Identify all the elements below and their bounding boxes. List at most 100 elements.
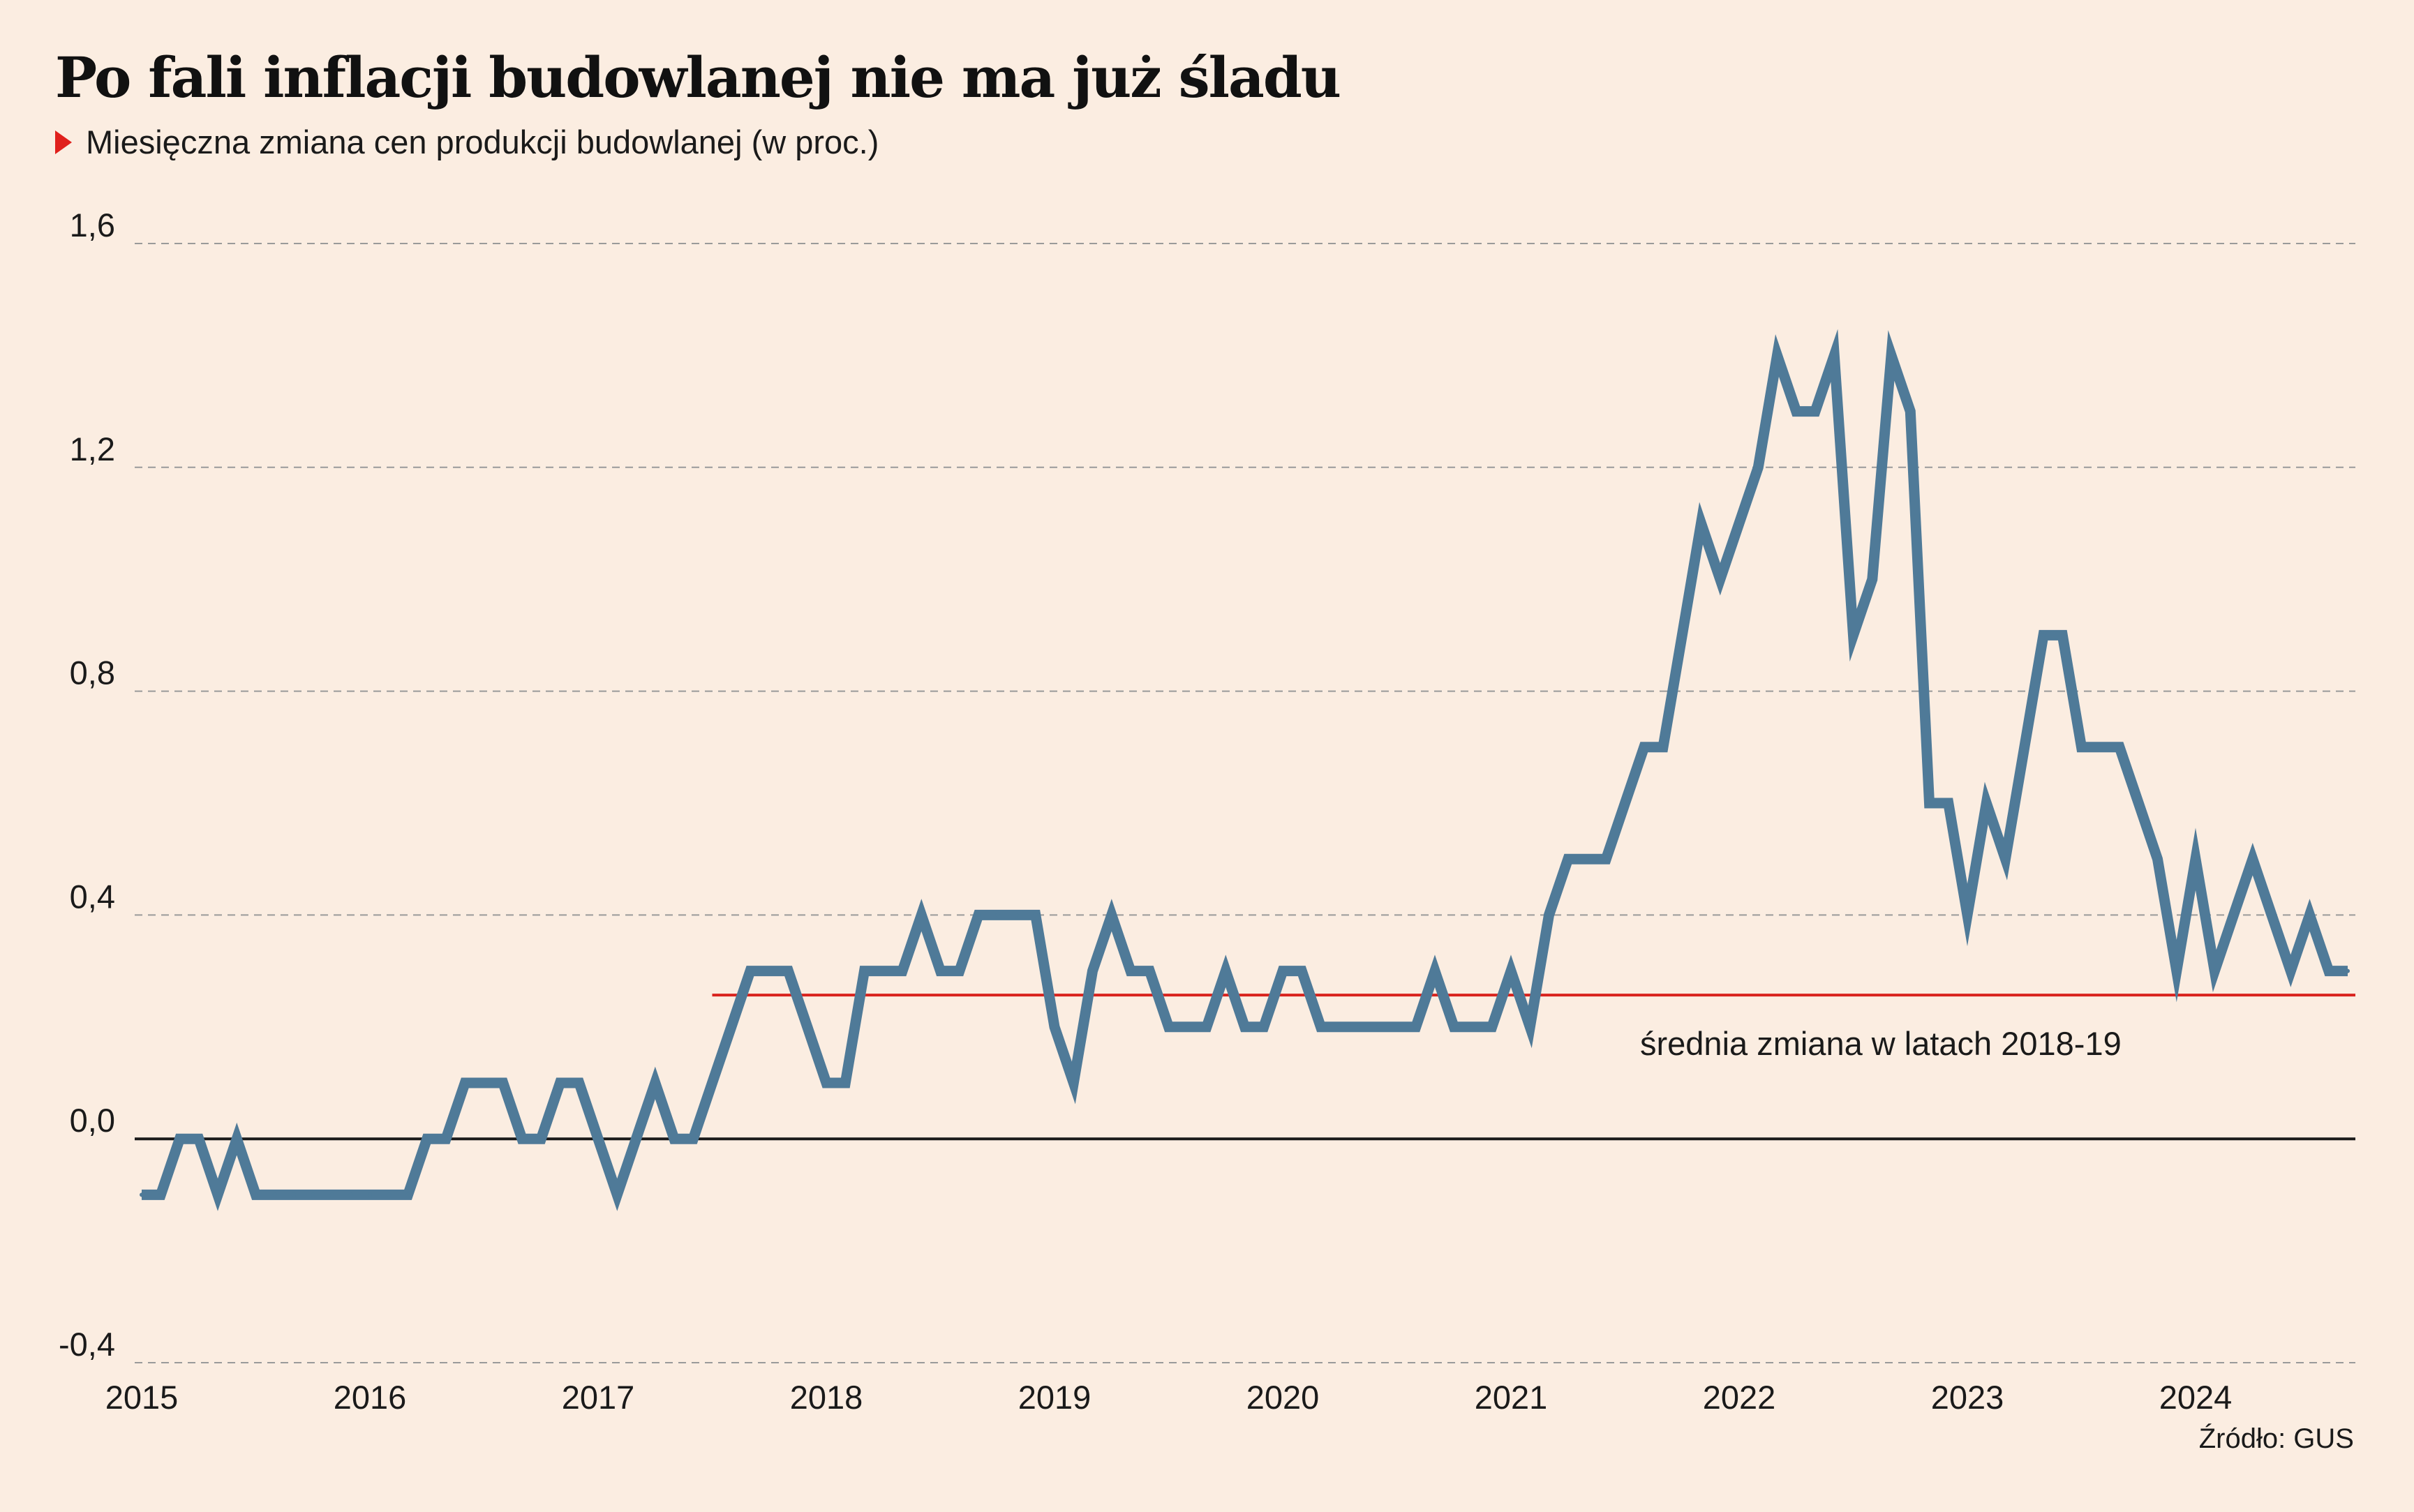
data-point	[748, 968, 752, 973]
data-point	[1775, 353, 1780, 358]
data-point	[2060, 633, 2065, 638]
x-tick-label: 2015	[105, 1379, 179, 1416]
data-point	[2288, 968, 2293, 973]
data-point	[1489, 1024, 1494, 1029]
data-point	[2346, 968, 2350, 973]
data-point	[1699, 521, 1704, 525]
data-point	[2136, 801, 2141, 805]
data-point	[2155, 857, 2160, 862]
data-point	[1794, 409, 1798, 414]
x-axis-ticks: 2015 2016 2017 2018 2019 2020 2021 2022 2023 2024	[105, 1379, 2233, 1416]
chart-source: Źródło: GUS	[2198, 1423, 2354, 1454]
data-point	[881, 968, 886, 973]
data-point	[596, 1137, 600, 1142]
data-point	[2098, 744, 2103, 749]
data-point	[919, 913, 924, 918]
data-point	[1623, 801, 1627, 805]
data-point	[1528, 1024, 1533, 1029]
data-point	[234, 1137, 239, 1142]
data-point	[1318, 1024, 1323, 1029]
data-point	[1223, 968, 1228, 973]
data-point	[1565, 857, 1570, 862]
series-line	[142, 329, 2348, 1211]
y-tick-label: 0,4	[70, 878, 115, 915]
data-point	[1984, 801, 1989, 805]
data-point	[272, 1192, 277, 1197]
data-point	[2022, 744, 2027, 749]
data-point	[576, 1081, 581, 1085]
data-point	[2174, 968, 2179, 973]
data-point	[1337, 1024, 1342, 1029]
data-point	[1014, 913, 1019, 918]
data-point	[196, 1137, 201, 1142]
subtitle-row: Miesięczna zmiana cen produkcji budowlan…	[55, 123, 879, 161]
data-point	[1413, 1024, 1418, 1029]
data-point	[767, 968, 772, 973]
data-point	[1376, 1024, 1380, 1029]
triangle-marker-icon	[55, 130, 72, 154]
data-point	[1281, 968, 1285, 973]
data-point	[1033, 913, 1038, 918]
chart-subtitle: Miesięczna zmiana cen produkcji budowlan…	[86, 123, 879, 160]
data-point	[482, 1081, 486, 1085]
data-point	[463, 1081, 468, 1085]
x-tick-label: 2023	[1931, 1379, 2004, 1416]
data-point	[1147, 968, 1152, 973]
data-point	[1832, 353, 1837, 358]
data-point	[824, 1081, 828, 1085]
chart-title: Po fali inflacji budowlanej nie ma już ś…	[55, 45, 1341, 110]
data-point	[1452, 1024, 1456, 1029]
data-point	[292, 1192, 296, 1197]
y-tick-label: 1,2	[70, 431, 115, 467]
data-point	[1604, 857, 1609, 862]
data-point	[615, 1192, 620, 1197]
y-tick-label: 0,8	[70, 654, 115, 691]
data-point	[2212, 968, 2217, 973]
data-point	[1090, 968, 1095, 973]
data-point	[1128, 968, 1133, 973]
data-point	[368, 1192, 372, 1197]
data-point	[1870, 577, 1875, 582]
data-point	[1661, 744, 1665, 749]
data-point	[1052, 1024, 1057, 1029]
series-layer	[140, 329, 2350, 1211]
data-point	[424, 1137, 429, 1142]
data-point	[2003, 857, 2008, 862]
y-axis-ticks: 1,6 1,2 0,8 0,4 0,0 -0,4	[59, 207, 115, 1363]
x-tick-label: 2019	[1018, 1379, 1091, 1416]
data-point	[539, 1137, 544, 1142]
data-point	[253, 1192, 258, 1197]
x-tick-label: 2020	[1246, 1379, 1320, 1416]
data-point	[1509, 968, 1513, 973]
data-point	[558, 1081, 562, 1085]
data-point	[1433, 968, 1437, 973]
data-point	[140, 1192, 144, 1197]
data-point	[2079, 744, 2084, 749]
reference-line-label: średnia zmiana w latach 2018-19	[1640, 1025, 2122, 1062]
data-point	[1547, 913, 1551, 918]
data-point	[1889, 353, 1893, 358]
x-tick-label: 2021	[1475, 1379, 1548, 1416]
y-tick-label: -0,4	[59, 1326, 115, 1363]
data-point	[1585, 857, 1589, 862]
data-point	[2250, 857, 2255, 862]
data-point	[348, 1192, 353, 1197]
x-tick-label: 2016	[334, 1379, 407, 1416]
data-point	[1185, 1024, 1190, 1029]
data-point	[1680, 633, 1685, 638]
data-point	[1851, 633, 1856, 638]
data-point	[520, 1137, 524, 1142]
data-point	[995, 913, 1000, 918]
data-point	[2193, 857, 2198, 862]
data-point	[311, 1192, 315, 1197]
data-point	[1357, 1024, 1361, 1029]
data-point	[1718, 577, 1722, 582]
data-point	[1965, 913, 1969, 918]
gridlines	[135, 243, 2355, 1363]
y-tick-label: 0,0	[70, 1102, 115, 1139]
data-point	[786, 968, 791, 973]
data-point	[2307, 913, 2312, 918]
data-point	[1470, 1024, 1475, 1029]
data-point	[1908, 409, 1913, 414]
data-point	[843, 1081, 848, 1085]
